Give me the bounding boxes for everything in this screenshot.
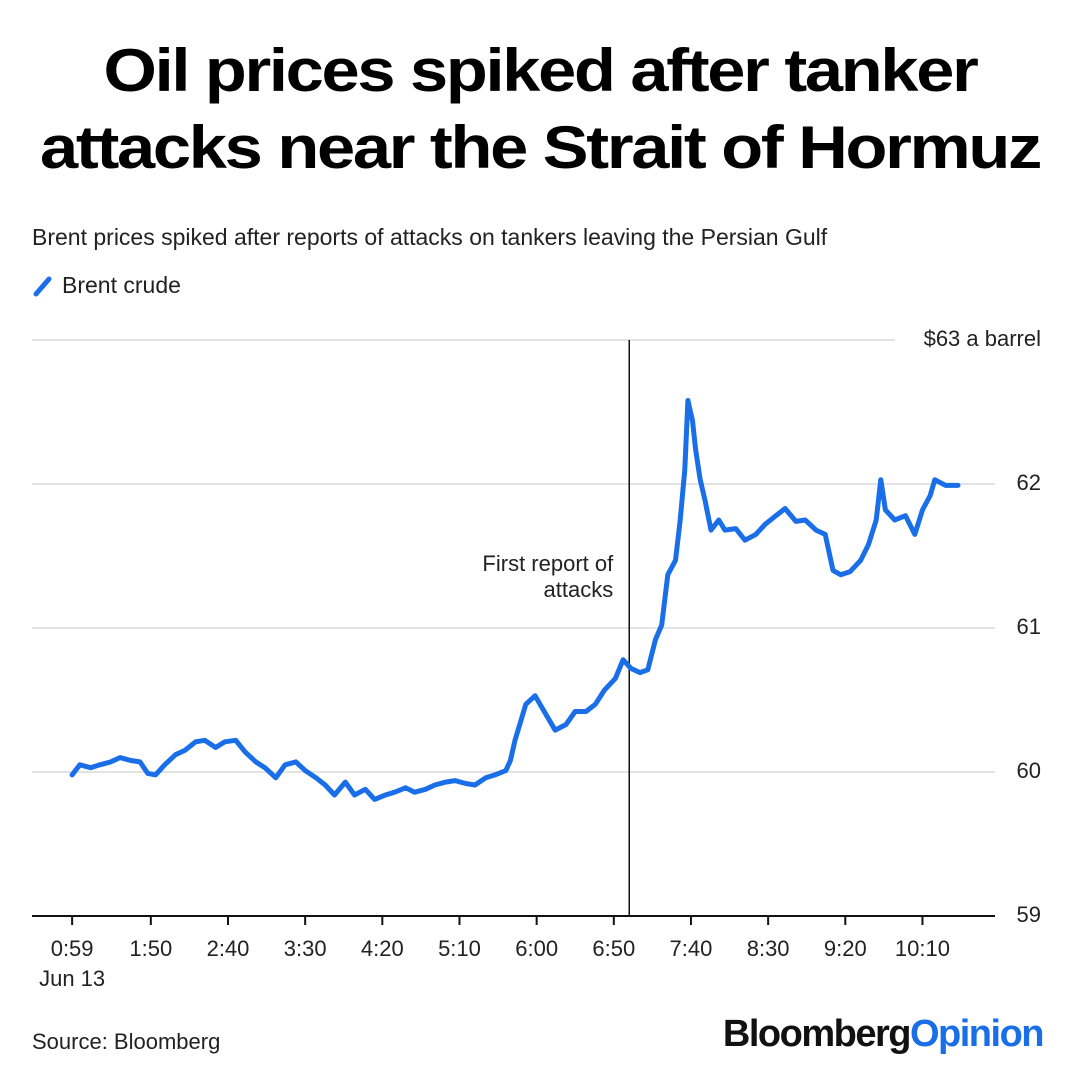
x-tick-label: 7:40 <box>670 936 713 961</box>
x-tick-label: 1:50 <box>129 936 172 961</box>
y-tick-label: 61 <box>1017 614 1041 639</box>
y-tick-label: 59 <box>1017 902 1041 927</box>
x-tick-label: 3:30 <box>284 936 327 961</box>
x-tick-label: 4:20 <box>361 936 404 961</box>
x-tick-label: 0:59 <box>51 936 94 961</box>
x-tick-label: 6:00 <box>515 936 558 961</box>
annotation-text: First report of <box>482 551 614 576</box>
legend-swatch <box>33 276 52 297</box>
logo-product: Opinion <box>910 1013 1043 1055</box>
logo: BloombergOpinion <box>723 1013 1043 1055</box>
x-tick-label: 6:50 <box>592 936 635 961</box>
source: Source: Bloomberg <box>32 1029 220 1054</box>
legend-label: Brent crude <box>62 272 181 298</box>
x-tick-label: 5:10 <box>438 936 481 961</box>
x-tick-label: 10:10 <box>895 936 950 961</box>
y-tick-label: 60 <box>1017 758 1041 783</box>
x-tick-label: 2:40 <box>207 936 250 961</box>
annotation-text: attacks <box>544 577 614 602</box>
x-tick-label: 8:30 <box>747 936 790 961</box>
x-tick-sublabel: Jun 13 <box>39 966 105 991</box>
x-tick-label: 9:20 <box>824 936 867 961</box>
chart-subtitle: Brent prices spiked after reports of att… <box>32 224 828 250</box>
y-tick-label: 62 <box>1017 470 1041 495</box>
logo-brand: Bloomberg <box>723 1013 910 1055</box>
y-tick-label: $63 a barrel <box>924 326 1041 351</box>
chart-title: attacks near the Strait of Hormuz <box>40 114 1040 181</box>
data-line <box>69 398 961 802</box>
chart-title: Oil prices spiked after tanker <box>104 37 979 104</box>
